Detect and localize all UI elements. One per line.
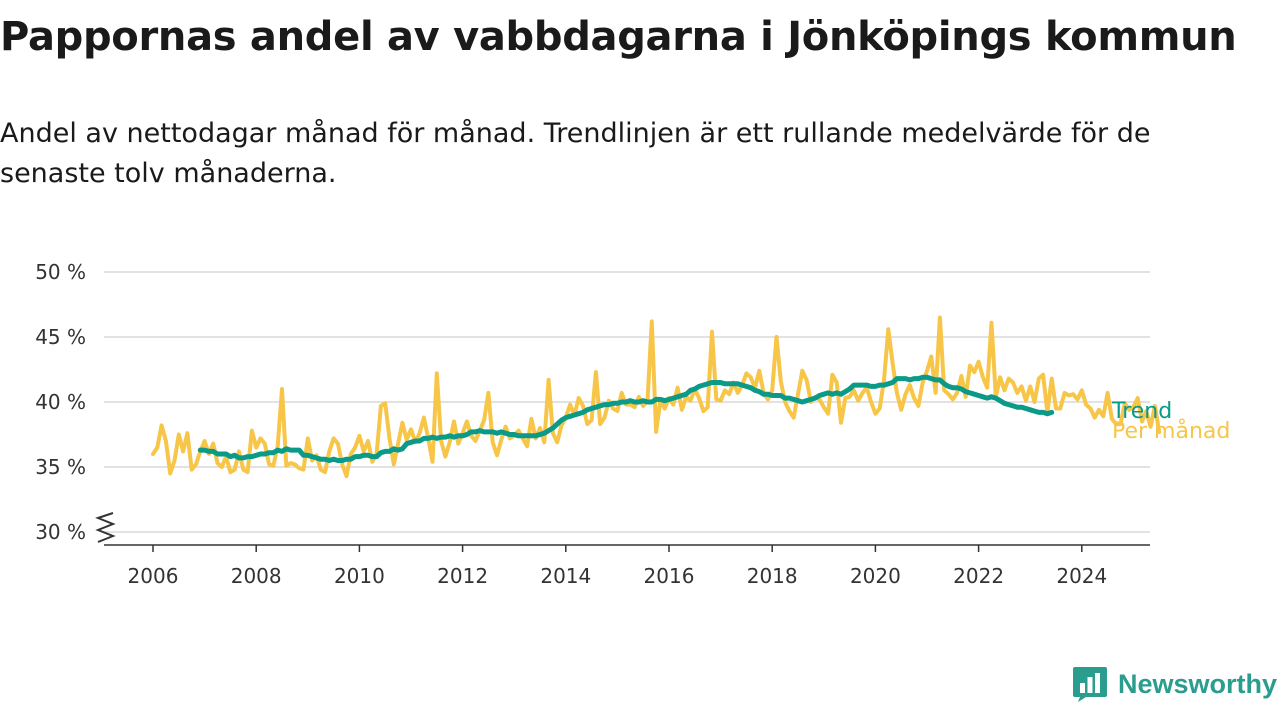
series-line-per-manad [151,315,1162,479]
x-tick-label: 2022 [953,564,1004,588]
y-tick-label: 35 % [35,455,86,479]
x-tick-label: 2014 [540,564,591,588]
x-axis: 2006 2008 2010 2012 2014 2016 2018 2020 2022 2024 [104,544,1150,588]
x-tick-label: 2024 [1056,564,1107,588]
y-tick-label: 40 % [35,390,86,414]
y-tick-label: 30 % [35,520,86,544]
legend-label-trend: Trend [1111,399,1172,424]
line-chart: 30 % 35 % 40 % 45 % 50 % 2006 2008 2010 2012 201… [35,260,1230,588]
chart-title: Pappornas andel av vabbdagarna i Jönköpi… [0,14,1237,60]
x-tick-label: 2018 [747,564,798,588]
y-axis-ticks: 30 % 35 % 40 % 45 % 50 % [35,260,86,544]
series-line-trend [197,374,1055,463]
x-tick-label: 2006 [128,564,179,588]
x-tick-label: 2008 [231,564,282,588]
x-tick-label: 2012 [437,564,488,588]
grid-lines [104,271,1150,533]
chart-subtitle: Andel av nettodagar månad för månad. Tre… [0,118,1151,189]
brand-name: Newsworthy [1118,668,1278,699]
x-tick-label: 2010 [334,564,385,588]
y-tick-label: 50 % [35,260,86,284]
axis-break-icon [95,512,116,543]
x-tick-label: 2020 [850,564,901,588]
legend-label-per-manad: Per månad [1112,418,1230,444]
y-tick-label: 45 % [35,325,86,349]
brand-logo: Newsworthy [1072,664,1277,704]
x-tick-label: 2016 [644,564,695,588]
newsworthy-logo-icon [1073,667,1107,702]
